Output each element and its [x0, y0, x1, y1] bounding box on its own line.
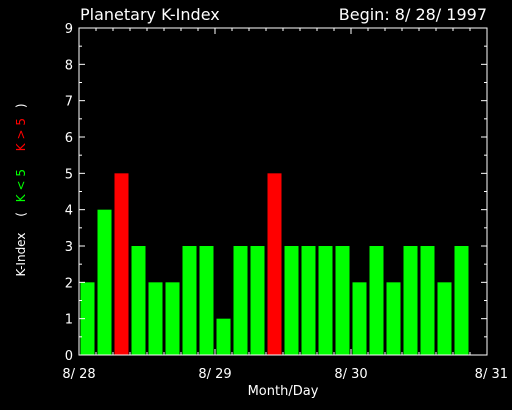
y-tick-label-3: 3 — [65, 240, 73, 255]
chart-title: Planetary K-Index — [80, 5, 220, 24]
bar-9 — [233, 246, 248, 355]
x-tick-label-0: 8/ 28 — [62, 367, 95, 382]
bar-8 — [216, 318, 231, 355]
bar-17 — [369, 246, 384, 355]
x-tick-labels: 8/ 28 8/ 29 8/ 30 8/ 31 — [62, 367, 508, 382]
bar-13 — [301, 246, 316, 355]
bar-3 — [131, 246, 146, 355]
y-tick-label-6: 6 — [65, 131, 73, 146]
y-axis-label-close: ) — [14, 103, 28, 108]
y-tick-labels: 0 1 2 3 4 5 6 7 8 9 — [65, 22, 73, 364]
bar-11 — [267, 173, 282, 355]
x-tick-label-1: 8/ 29 — [198, 367, 231, 382]
y-axis-label-open: ( — [14, 212, 28, 217]
bar-6 — [182, 246, 197, 355]
y-tick-label-7: 7 — [65, 95, 73, 110]
y-axis-label-main: K-Index — [14, 233, 28, 277]
y-axis-label: K-Index ( K < 5 K > 5 ) — [14, 103, 28, 276]
y-tick-label-9: 9 — [65, 22, 73, 37]
axes — [78, 27, 488, 356]
bar-16 — [352, 282, 367, 355]
bar-21 — [437, 282, 452, 355]
x-axis-label: Month/Day — [248, 384, 319, 399]
y-tick-label-2: 2 — [65, 276, 73, 291]
y-axis-label-normal: K < 5 — [14, 169, 28, 202]
y-tick-label-4: 4 — [65, 204, 73, 219]
bar-14 — [318, 246, 333, 355]
bar-7 — [199, 246, 214, 355]
y-axis-label-high: K > 5 — [14, 118, 28, 151]
bar-19 — [403, 246, 418, 355]
y-tick-label-1: 1 — [65, 313, 73, 328]
bar-0 — [80, 282, 95, 355]
bar-2 — [114, 173, 129, 355]
x-tick-label-3: 8/ 31 — [475, 367, 508, 382]
y-tick-label-5: 5 — [65, 167, 73, 182]
svg-text:K-Index ( K <: K-Index ( K < 5 K > 5 ) — [14, 103, 28, 276]
bar-20 — [420, 246, 435, 355]
bar-1 — [97, 209, 112, 355]
bar-15 — [335, 246, 350, 355]
y-tick-label-8: 8 — [65, 58, 73, 73]
bar-12 — [284, 246, 299, 355]
y-tick-label-0: 0 — [65, 349, 73, 364]
bar-18 — [386, 282, 401, 355]
bar-22 — [454, 246, 469, 355]
bar-4 — [148, 282, 163, 355]
bar-10 — [250, 246, 265, 355]
chart-subtitle: Begin: 8/ 28/ 1997 — [339, 5, 487, 24]
x-tick-label-2: 8/ 30 — [334, 367, 367, 382]
bar-series — [80, 173, 469, 355]
bar-5 — [165, 282, 180, 355]
